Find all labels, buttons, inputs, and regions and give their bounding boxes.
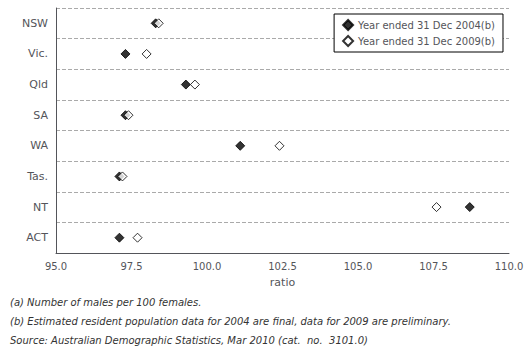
svg-text:95.0: 95.0 xyxy=(45,261,67,272)
svg-text:Source: Australian Demographic: Source: Australian Demographic Statistic… xyxy=(10,335,368,346)
svg-text:WA: WA xyxy=(30,139,48,152)
svg-text:97.5: 97.5 xyxy=(120,261,142,272)
svg-text:(a) Number of males per 100 fe: (a) Number of males per 100 females. xyxy=(10,297,201,308)
svg-text:NSW: NSW xyxy=(22,17,48,30)
svg-text:102.5: 102.5 xyxy=(268,261,297,272)
svg-text:110.0: 110.0 xyxy=(495,261,524,272)
svg-text:105.0: 105.0 xyxy=(344,261,373,272)
svg-text:Qld: Qld xyxy=(29,78,48,91)
svg-text:SA: SA xyxy=(33,109,48,122)
svg-text:NT: NT xyxy=(33,201,48,214)
svg-text:ACT: ACT xyxy=(26,231,48,244)
svg-text:107.5: 107.5 xyxy=(419,261,448,272)
svg-text:100.0: 100.0 xyxy=(193,261,222,272)
svg-text:Tas.: Tas. xyxy=(26,170,48,183)
svg-text:ratio: ratio xyxy=(270,276,296,289)
svg-text:Year ended 31 Dec 2004(b): Year ended 31 Dec 2004(b) xyxy=(357,20,495,31)
svg-text:(b) Estimated resident populat: (b) Estimated resident population data f… xyxy=(10,316,451,327)
svg-text:Vic.: Vic. xyxy=(28,47,48,60)
svg-text:Year ended 31 Dec 2009(b): Year ended 31 Dec 2009(b) xyxy=(357,36,495,47)
